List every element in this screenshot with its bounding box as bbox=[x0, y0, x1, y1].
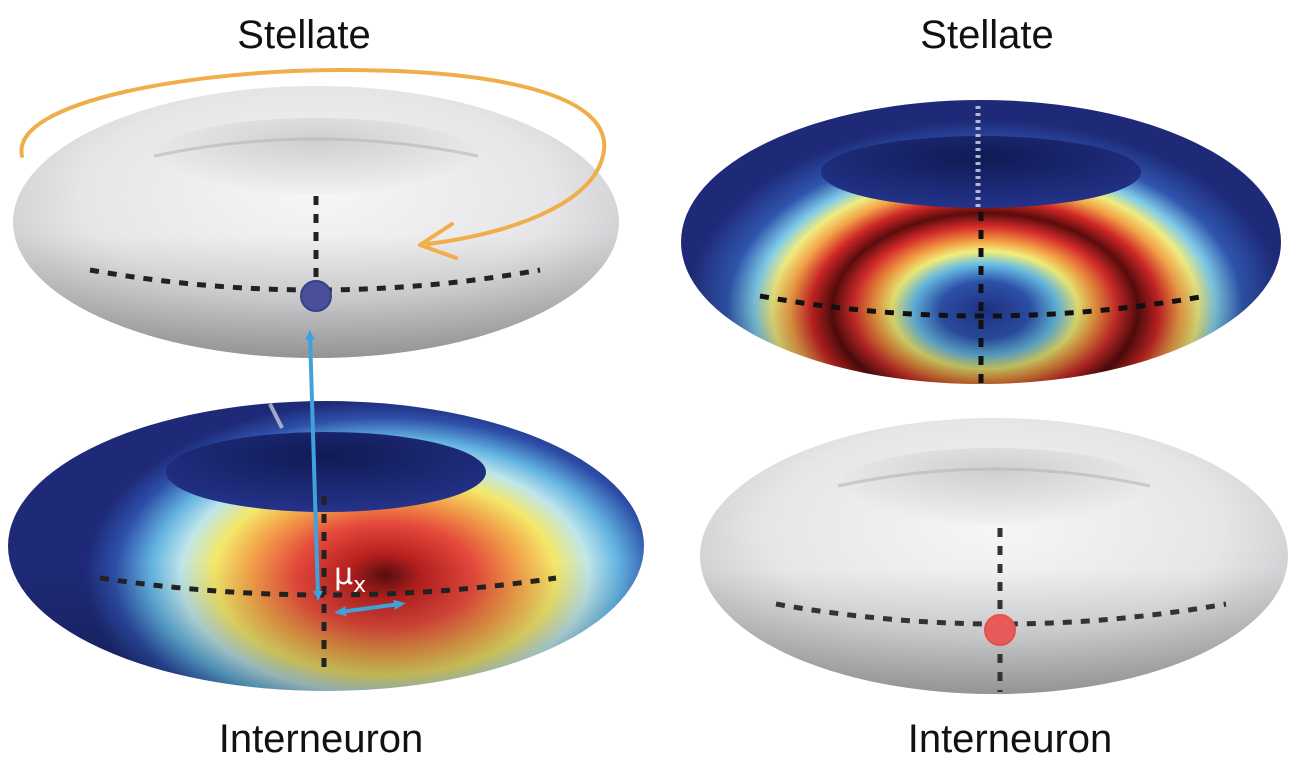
stellate-node bbox=[300, 280, 332, 312]
title-bottom-right: Interneuron bbox=[908, 717, 1113, 761]
dotted-axes-bottom-right bbox=[775, 528, 1227, 692]
title-top-right: Stellate bbox=[920, 13, 1053, 57]
dotted-axes-bottom-left bbox=[99, 496, 557, 676]
connection-arrow bbox=[305, 330, 323, 601]
svg-text:μx: μx bbox=[334, 557, 366, 598]
torus-interneuron-left bbox=[8, 401, 644, 691]
mu-x-label: μx bbox=[334, 557, 366, 598]
torus-stellate-right bbox=[681, 100, 1281, 384]
mu-symbol: μ bbox=[334, 557, 353, 592]
torus-interneuron-right bbox=[700, 418, 1288, 694]
orbit-arrow bbox=[19, 67, 607, 260]
title-top-left: Stellate bbox=[237, 13, 370, 57]
interneuron-node bbox=[984, 614, 1016, 646]
mu-subscript: x bbox=[353, 573, 366, 598]
dotted-axes-top-right bbox=[759, 212, 1207, 384]
title-bottom-left: Interneuron bbox=[219, 717, 424, 761]
dotted-axes-top-left bbox=[89, 196, 541, 296]
mu-x-displacement-arrow bbox=[334, 599, 406, 617]
